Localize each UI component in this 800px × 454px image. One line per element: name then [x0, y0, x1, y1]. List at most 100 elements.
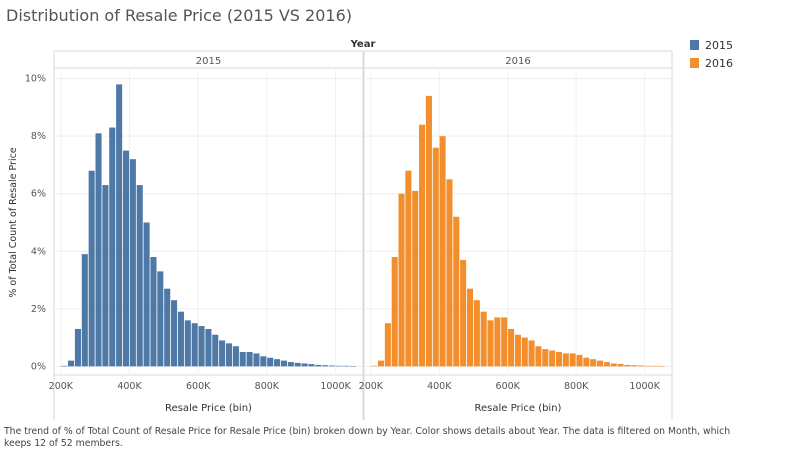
bar-2015-640000[interactable] [212, 334, 219, 367]
bar-2016-600000[interactable] [508, 328, 515, 367]
x-tick-label: 400K [427, 381, 452, 392]
bar-2015-1020000[interactable] [342, 365, 349, 367]
x-tick-label: 600K [186, 381, 211, 392]
bar-2016-440000[interactable] [453, 216, 460, 367]
bar-2016-960000[interactable] [631, 365, 638, 367]
bar-2015-400000[interactable] [129, 159, 136, 367]
bar-2015-460000[interactable] [150, 257, 157, 367]
y-tick-label: 6% [31, 189, 46, 200]
bar-2016-920000[interactable] [617, 364, 624, 367]
bar-2016-280000[interactable] [398, 193, 405, 367]
bar-2016-220000[interactable] [377, 360, 385, 367]
bar-2015-500000[interactable] [164, 288, 171, 367]
bar-2016-380000[interactable] [432, 147, 439, 367]
legend-item-2016[interactable]: 2016 [690, 55, 733, 71]
bar-2015-520000[interactable] [171, 300, 178, 367]
bar-2016-940000[interactable] [624, 364, 631, 367]
bar-2016-760000[interactable] [562, 353, 569, 367]
bar-2015-820000[interactable] [274, 359, 281, 367]
bar-2016-700000[interactable] [542, 349, 549, 367]
bar-2016-860000[interactable] [597, 360, 604, 367]
bar-2016-320000[interactable] [412, 190, 419, 367]
bar-2016-640000[interactable] [521, 337, 528, 367]
bar-2015-900000[interactable] [301, 363, 308, 367]
bar-2015-220000[interactable] [68, 360, 75, 367]
bar-2015-800000[interactable] [267, 357, 274, 367]
bar-2016-420000[interactable] [446, 179, 453, 367]
legend-item-2015[interactable]: 2015 [690, 37, 733, 53]
bar-2015-620000[interactable] [205, 328, 212, 367]
x-tick-label: 200K [49, 381, 74, 392]
bar-2016-520000[interactable] [480, 311, 487, 367]
bar-2016-840000[interactable] [590, 359, 597, 367]
bar-2016-740000[interactable] [555, 351, 562, 367]
bar-2015-240000[interactable] [74, 328, 81, 367]
bar-2015-480000[interactable] [157, 271, 164, 367]
bar-2016-680000[interactable] [535, 346, 542, 367]
bar-2016-800000[interactable] [576, 354, 583, 367]
bar-2015-960000[interactable] [322, 365, 329, 367]
bar-2016-980000[interactable] [638, 365, 645, 367]
bar-2015-340000[interactable] [109, 127, 116, 367]
bar-2016-900000[interactable] [610, 363, 617, 367]
bar-2015-880000[interactable] [294, 362, 301, 367]
bar-2016-480000[interactable] [466, 288, 474, 367]
bar-2016-200000[interactable] [371, 365, 378, 367]
bar-2015-440000[interactable] [143, 222, 150, 367]
bar-2016-460000[interactable] [460, 259, 467, 367]
x-tick-label: 1000K [320, 381, 351, 392]
legend[interactable]: 2015 2016 [690, 37, 733, 73]
bar-2015-1040000[interactable] [349, 366, 356, 367]
bar-2015-380000[interactable] [122, 150, 130, 367]
bar-2016-540000[interactable] [487, 320, 494, 367]
bar-2016-880000[interactable] [603, 362, 610, 367]
bar-2016-360000[interactable] [425, 95, 432, 367]
bar-2015-1000000[interactable] [335, 365, 342, 367]
bar-2015-860000[interactable] [287, 362, 294, 367]
bar-2015-580000[interactable] [191, 323, 198, 367]
bar-2015-320000[interactable] [102, 185, 109, 367]
bar-2015-920000[interactable] [308, 364, 315, 367]
bar-2015-300000[interactable] [95, 133, 102, 367]
bar-2015-720000[interactable] [239, 351, 246, 367]
bar-2015-700000[interactable] [232, 346, 239, 367]
bar-2015-600000[interactable] [198, 326, 205, 367]
bar-2015-540000[interactable] [177, 311, 184, 367]
bar-2016-1000000[interactable] [644, 365, 651, 367]
bar-2016-620000[interactable] [514, 334, 521, 367]
x-tick-label: 800K [564, 381, 589, 392]
bar-2015-560000[interactable] [184, 320, 191, 367]
bar-2016-720000[interactable] [549, 350, 556, 367]
bar-2016-340000[interactable] [419, 124, 426, 367]
bar-2016-300000[interactable] [405, 170, 412, 367]
bar-2015-840000[interactable] [280, 360, 287, 367]
bar-2016-580000[interactable] [501, 317, 508, 367]
legend-label-2015: 2015 [705, 38, 733, 52]
bar-2016-780000[interactable] [569, 353, 576, 367]
bar-2016-500000[interactable] [473, 300, 480, 367]
bar-2015-420000[interactable] [136, 185, 143, 367]
bar-2015-980000[interactable] [328, 365, 336, 367]
bar-2015-660000[interactable] [219, 340, 226, 367]
bar-2015-360000[interactable] [116, 84, 123, 367]
bar-2016-660000[interactable] [528, 340, 535, 367]
legend-label-2016: 2016 [705, 56, 733, 70]
chart-caption: The trend of % of Total Count of Resale … [4, 426, 731, 449]
bar-2015-200000[interactable] [61, 365, 68, 367]
bar-2016-260000[interactable] [391, 257, 398, 367]
bar-2015-280000[interactable] [88, 170, 95, 367]
bar-2016-560000[interactable] [494, 317, 501, 367]
bar-2015-680000[interactable] [225, 343, 233, 367]
bar-2016-820000[interactable] [583, 357, 590, 367]
bar-2016-1020000[interactable] [651, 365, 658, 367]
bar-2015-740000[interactable] [246, 351, 253, 367]
bar-2016-400000[interactable] [439, 136, 446, 367]
bar-2015-260000[interactable] [81, 254, 88, 367]
legend-swatch-2015 [690, 40, 699, 50]
bar-2015-780000[interactable] [260, 356, 267, 367]
bar-2015-760000[interactable] [253, 353, 260, 367]
bar-2015-940000[interactable] [315, 364, 322, 367]
bar-2016-1040000[interactable] [658, 366, 665, 367]
bar-2016-240000[interactable] [384, 323, 391, 367]
